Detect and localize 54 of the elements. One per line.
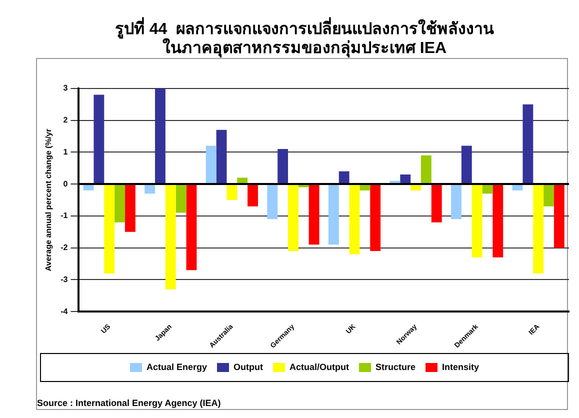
legend-label: Actual Energy [146,362,208,372]
y-axis-title: Average annual percent change (%/yr [44,128,54,272]
bar [554,184,564,248]
y-tick-label: 0 [63,179,68,188]
bar [186,184,197,270]
y-tick-label: 3 [63,84,68,93]
bar [124,184,136,232]
bar [400,174,411,184]
bar [492,184,504,258]
bar [248,184,258,206]
legend-label: Output [234,362,264,372]
bar [544,184,554,206]
bar [216,130,227,184]
y-tick-label: -2 [60,243,68,252]
bar [461,146,472,184]
bar [104,184,115,274]
bar [206,146,216,184]
bar [410,184,421,190]
bar [482,184,493,194]
bar [237,178,248,184]
bar [278,148,288,184]
legend-label: Intensity [442,362,480,372]
bar [155,88,166,184]
y-tick-label: 2 [63,115,68,124]
bar [144,184,156,194]
bar [267,184,278,220]
chart-title: รูปที่ 44 ผลการแจกแจงการเปลี่ยนแปลงการใช้พลังงาน ในภาคอุตสาหกรรมของกลุ่มประเทศ IEA [114,17,494,58]
source-note: Source : International Energy Agency (IEA) [37,398,221,408]
bar [226,184,238,200]
bar [522,104,534,184]
y-tick-label: -1 [60,211,68,220]
y-tick-label: -3 [60,274,68,284]
bar [360,184,370,190]
bar [83,184,94,190]
legend-label: Structure [375,362,416,372]
bar [533,184,544,274]
bar [288,184,298,252]
bar [94,94,104,184]
bar [431,184,442,222]
bar [512,184,523,190]
bar [328,184,339,245]
bar [165,184,176,290]
legend-label: Actual/Output [290,362,349,372]
bar [370,184,381,252]
bar [114,184,125,222]
bar [176,184,186,213]
bar [338,171,350,184]
bar [349,184,360,254]
y-tick-label: -4 [60,306,68,316]
bar [472,184,482,258]
bar [308,184,320,245]
bar [420,155,432,184]
bar [451,184,462,220]
y-tick-label: 1 [63,147,68,156]
